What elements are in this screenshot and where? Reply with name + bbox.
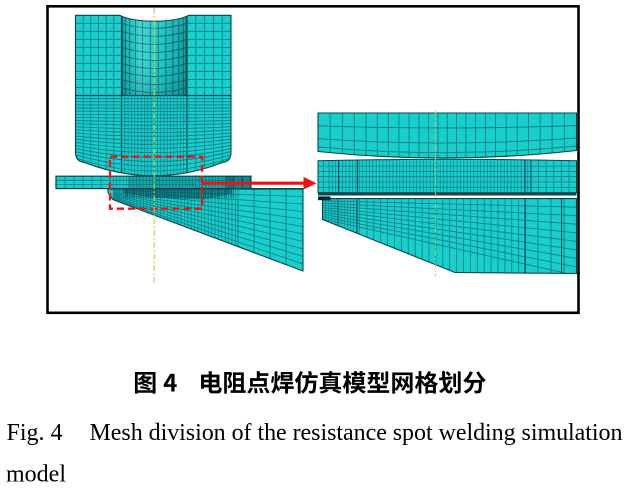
svg-text:Mesh division of the resistanc: Mesh division of the resistance spot wel… <box>90 420 623 446</box>
svg-text:Fig. 4: Fig. 4 <box>7 420 63 446</box>
svg-text:model: model <box>6 461 66 487</box>
